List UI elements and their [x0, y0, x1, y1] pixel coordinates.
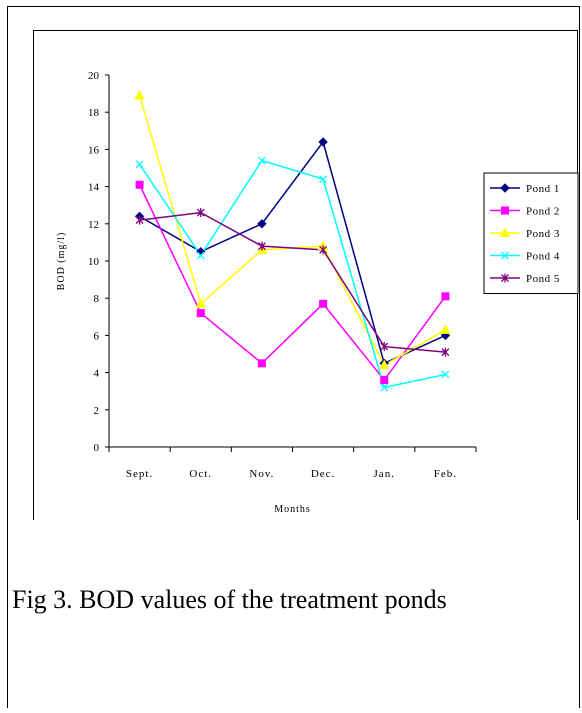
- x-axis-label: Months: [274, 504, 311, 515]
- data-point-pond-1: [257, 219, 267, 229]
- series-markers: [134, 89, 451, 392]
- x-tick-label: Sept.: [126, 468, 153, 480]
- data-point-pond-5: [257, 241, 266, 251]
- data-point-pond-3: [195, 298, 207, 308]
- legend-label: Pond 2: [526, 206, 560, 218]
- axes: [108, 75, 476, 448]
- data-point-pond-2: [441, 292, 450, 301]
- legend-label: Pond 1: [526, 183, 560, 195]
- figure-frame: [7, 6, 580, 708]
- legend-label: Pond 3: [526, 228, 560, 240]
- data-point-pond-3: [378, 359, 390, 370]
- y-ticks: 0 2 4 6 8 10 12 14 16 18 20: [88, 70, 109, 454]
- legend-marker: [501, 251, 509, 260]
- data-point-pond-3: [440, 324, 451, 334]
- data-point-pond-5: [196, 208, 205, 218]
- x-tick-label: Dec.: [311, 468, 335, 480]
- data-point-pond-2: [135, 180, 144, 189]
- legend-label: Pond 5: [526, 273, 560, 285]
- y-tick-label: 6: [94, 330, 100, 342]
- y-tick-label: 0: [94, 442, 100, 454]
- x-tick-label: Jan.: [374, 468, 395, 480]
- y-tick-label: 18: [88, 107, 100, 119]
- x-tick-label: Oct.: [189, 468, 212, 480]
- y-tick-label: 20: [88, 70, 100, 82]
- data-point-pond-4: [380, 383, 389, 392]
- data-point-pond-2: [257, 359, 266, 368]
- y-tick-label: 14: [88, 182, 100, 194]
- x-tick-label: Feb.: [434, 468, 457, 480]
- data-point-pond-4: [257, 156, 266, 165]
- y-axis-label: BOD (mg/l): [56, 232, 67, 291]
- figure-caption: Fig 3. BOD values of the treatment ponds: [12, 585, 447, 614]
- data-point-pond-2: [319, 299, 328, 308]
- chart-area: 0 2 4 6 8 10 12 14 16 18 20 Sept. Oct. Nov. Dec. Jan. F…: [33, 30, 579, 520]
- legend: Pond 1 Pond 2 Pond 3 Pond 4 Pond 5: [483, 172, 579, 294]
- series-line-pond-4: [138, 159, 446, 389]
- x-ticks: Sept. Oct. Nov. Dec. Jan. Feb.: [108, 447, 477, 480]
- data-point-pond-5: [380, 342, 389, 352]
- series-lines: [138, 95, 447, 389]
- data-point-pond-4: [319, 175, 328, 184]
- data-point-pond-4: [196, 251, 205, 260]
- data-point-pond-3: [134, 89, 145, 100]
- series-line-pond-3: [138, 95, 446, 367]
- legend-marker: [501, 273, 509, 283]
- data-point-pond-2: [196, 309, 205, 318]
- line-chart: 0 2 4 6 8 10 12 14 16 18 20 Sept. Oct. Nov. Dec. Jan. F…: [56, 70, 579, 515]
- data-point-pond-4: [441, 370, 450, 379]
- data-point-pond-5: [135, 215, 144, 225]
- data-point-pond-5: [441, 347, 450, 357]
- data-point-pond-1: [318, 137, 328, 147]
- legend-marker: [501, 206, 509, 215]
- y-tick-label: 16: [88, 144, 100, 156]
- x-tick-label: Nov.: [249, 468, 274, 480]
- y-tick-label: 12: [88, 219, 99, 231]
- series-line-pond-2: [138, 184, 447, 382]
- y-tick-label: 8: [94, 293, 100, 305]
- series-line-pond-5: [139, 211, 446, 353]
- y-tick-label: 2: [94, 405, 100, 417]
- data-point-pond-2: [380, 376, 389, 385]
- data-point-pond-5: [319, 245, 328, 255]
- y-tick-label: 10: [88, 256, 100, 268]
- data-point-pond-1: [196, 246, 206, 257]
- data-point-pond-4: [135, 160, 144, 169]
- y-tick-label: 4: [94, 368, 100, 380]
- legend-label: Pond 4: [526, 251, 560, 263]
- legend-marker: [500, 183, 510, 193]
- legend-marker: [499, 227, 511, 237]
